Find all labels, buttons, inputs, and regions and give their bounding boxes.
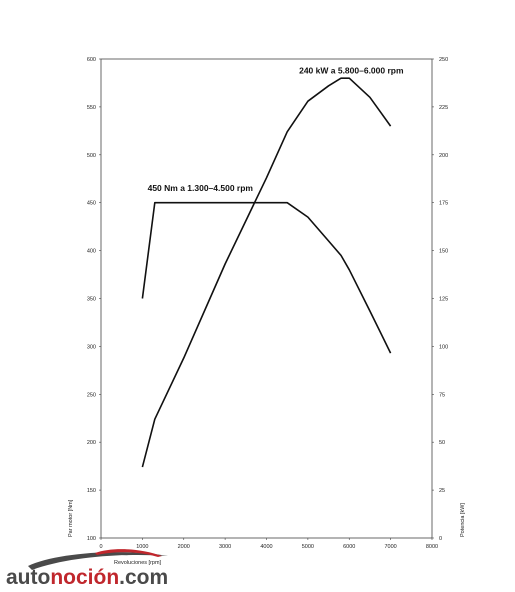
right-tick-label: 100	[439, 344, 448, 350]
x-tick-label: 1000	[136, 544, 148, 550]
power-annotation: 240 kW a 5.800–6.000 rpm	[299, 65, 404, 75]
y-right-axis-label: Potencia [kW]	[460, 503, 466, 537]
left-tick-label: 500	[87, 153, 96, 159]
right-axis-ticks: 0 25 50 75 100 125 150 175 200 225 250	[432, 57, 448, 542]
right-tick-label: 125	[439, 297, 448, 303]
left-tick-label: 350	[87, 297, 96, 303]
x-axis-ticks: 0 1000 2000 3000 4000 5000 6000 7000 8000	[99, 538, 438, 550]
right-tick-label: 50	[439, 440, 445, 446]
torque-annotation: 450 Nm a 1.300–4.500 rpm	[148, 183, 254, 193]
logo-text-auto: auto	[6, 566, 50, 589]
x-tick-label: 6000	[343, 544, 355, 550]
x-tick-label: 0	[99, 544, 102, 550]
right-tick-label: 75	[439, 392, 445, 398]
right-tick-label: 0	[439, 536, 442, 542]
left-tick-label: 450	[87, 201, 96, 207]
right-tick-label: 175	[439, 201, 448, 207]
right-tick-label: 200	[439, 153, 448, 159]
right-tick-label: 25	[439, 488, 445, 494]
left-tick-label: 400	[87, 249, 96, 255]
power-curve	[141, 77, 392, 468]
logo-car-swoosh	[28, 552, 168, 570]
right-tick-label: 150	[439, 249, 448, 255]
svg-text:autonoción.com: autonoción.com	[6, 566, 168, 589]
left-tick-label: 300	[87, 344, 96, 350]
left-tick-label: 250	[87, 392, 96, 398]
x-tick-label: 7000	[385, 544, 397, 550]
x-tick-label: 8000	[426, 544, 438, 550]
right-tick-label: 250	[439, 57, 448, 63]
x-tick-label: 5000	[302, 544, 314, 550]
series-layer	[141, 77, 392, 468]
left-tick-label: 600	[87, 57, 96, 63]
left-tick-label: 550	[87, 105, 96, 111]
x-tick-label: 4000	[260, 544, 272, 550]
autonocion-logo: autonoción.com	[6, 549, 168, 589]
x-tick-label: 2000	[178, 544, 190, 550]
torque-curve	[141, 201, 392, 354]
logo-text-nocion: noción	[50, 566, 119, 589]
logo-car-roof	[95, 549, 162, 557]
x-tick-label: 3000	[219, 544, 231, 550]
left-tick-label: 200	[87, 440, 96, 446]
plot-frame	[100, 58, 433, 539]
right-tick-label: 225	[439, 105, 448, 111]
logo-text-com: .com	[119, 566, 168, 589]
left-tick-label: 100	[87, 536, 96, 542]
x-axis-label: Revoluciones [rpm]	[114, 560, 162, 566]
left-axis-ticks: 100 150 200 250 300 350 400 450 500 550 600	[87, 57, 101, 542]
y-left-axis-label: Par motor [Nm]	[68, 499, 74, 537]
left-tick-label: 150	[87, 488, 96, 494]
